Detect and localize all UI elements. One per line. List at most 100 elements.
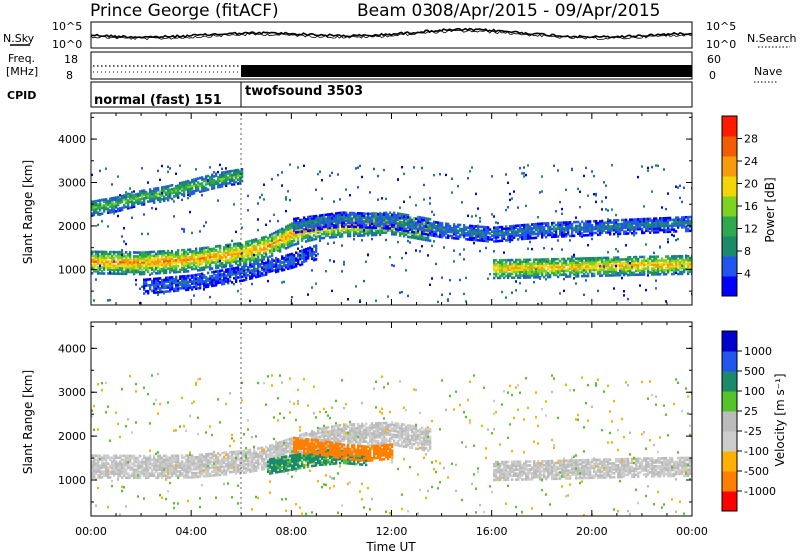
heatmap-cell: [249, 263, 252, 267]
heatmap-cell: [187, 274, 190, 278]
heatmap-cell: [113, 264, 116, 268]
heatmap-cell: [515, 270, 518, 274]
heatmap-cell: [593, 225, 596, 229]
heatmap-cell: [445, 236, 448, 239]
heatmap-cell: [583, 230, 586, 233]
heatmap-cell: [283, 268, 286, 272]
heatmap-cell: [649, 225, 652, 228]
heatmap-cell: [187, 185, 190, 189]
heatmap-cell: [353, 221, 356, 225]
heatmap-cell: [199, 284, 202, 288]
heatmap-cell: [441, 276, 443, 279]
heatmap-cell: [559, 227, 562, 230]
heatmap-cell: [197, 183, 200, 186]
heatmap-cell: [329, 236, 332, 239]
heatmap-cell: [541, 232, 544, 235]
heatmap-cell: [313, 245, 315, 248]
heatmap-cell: [203, 266, 206, 269]
heatmap-cell: [459, 229, 462, 233]
heatmap-cell: [241, 173, 244, 177]
heatmap-cell: [109, 201, 112, 204]
heatmap-cell: [415, 231, 418, 234]
heatmap-cell: [597, 229, 600, 233]
heatmap-cell: [325, 226, 328, 230]
heatmap-cell: [527, 272, 530, 275]
heatmap-cell: [243, 249, 246, 252]
heatmap-cell: [111, 210, 114, 214]
heatmap-cell: [99, 258, 102, 261]
heatmap-cell: [459, 253, 461, 256]
heatmap-cell: [655, 231, 658, 234]
heatmap-cell: [225, 276, 228, 279]
heatmap-cell: [297, 228, 300, 232]
heatmap-cell: [361, 239, 363, 242]
heatmap-cell: [109, 298, 111, 302]
heatmap-cell: [505, 258, 508, 262]
heatmap-cell: [375, 220, 378, 224]
heatmap-cell: [213, 179, 216, 182]
heatmap-cell: [481, 233, 484, 237]
heatmap-cell: [199, 268, 202, 272]
heatmap-cell: [655, 221, 658, 224]
heatmap-cell: [367, 214, 370, 217]
heatmap-cell: [311, 257, 314, 261]
heatmap-cell: [585, 259, 588, 262]
heatmap-cell: [207, 277, 210, 281]
heatmap-cell: [635, 255, 638, 259]
heatmap-cell: [179, 260, 182, 264]
heatmap-cell: [283, 242, 286, 245]
heatmap-cell: [577, 230, 580, 234]
heatmap-cell: [121, 258, 124, 262]
heatmap-cell: [575, 263, 578, 266]
heatmap-cell: [297, 226, 300, 230]
heatmap-cell: [405, 217, 408, 221]
heatmap-cell: [95, 203, 98, 207]
heatmap-cell: [603, 229, 606, 232]
heatmap-cell: [153, 281, 156, 285]
heatmap-cell: [165, 187, 168, 190]
heatmap-cell: [337, 173, 339, 176]
heatmap-cell: [289, 255, 292, 258]
heatmap-cell: [223, 171, 226, 174]
heatmap-cell: [413, 234, 416, 238]
heatmap-cell: [589, 266, 592, 270]
heatmap-cell: [217, 279, 220, 283]
heatmap-cell: [513, 228, 516, 232]
heatmap-cell: [619, 264, 622, 267]
heatmap-cell: [157, 264, 160, 267]
heatmap-cell: [577, 271, 580, 274]
heatmap-cell: [247, 257, 250, 261]
heatmap-cell: [291, 222, 294, 225]
heatmap-cell: [511, 270, 514, 274]
heatmap-cell: [139, 259, 142, 262]
heatmap-cell: [421, 234, 424, 237]
heatmap-cell: [213, 284, 216, 287]
heatmap-cell: [493, 234, 496, 237]
heatmap-cell: [237, 182, 240, 185]
heatmap-cell: [105, 202, 108, 205]
heatmap-cell: [285, 260, 288, 263]
heatmap-cell: [271, 244, 274, 248]
heatmap-cell: [211, 282, 214, 286]
heatmap-cell: [179, 181, 182, 185]
heatmap-cell: [185, 182, 188, 185]
heatmap-cell: [577, 228, 580, 232]
heatmap-cell: [623, 226, 626, 230]
heatmap-cell: [211, 284, 214, 288]
heatmap-cell: [281, 231, 284, 235]
heatmap-cell: [163, 191, 166, 195]
heatmap-cell: [179, 187, 182, 191]
heatmap-cell: [375, 214, 378, 217]
heatmap-cell: [573, 269, 576, 272]
heatmap-cell: [327, 234, 330, 237]
heatmap-cell: [615, 228, 618, 232]
heatmap-cell: [131, 216, 133, 219]
heatmap-cell: [621, 228, 624, 232]
heatmap-cell: [185, 252, 188, 256]
heatmap-cell: [233, 254, 236, 258]
heatmap-cell: [507, 276, 510, 280]
heatmap-cell: [239, 244, 242, 247]
heatmap-cell: [511, 232, 514, 236]
heatmap-cell: [533, 276, 536, 279]
heatmap-cell: [307, 253, 310, 256]
